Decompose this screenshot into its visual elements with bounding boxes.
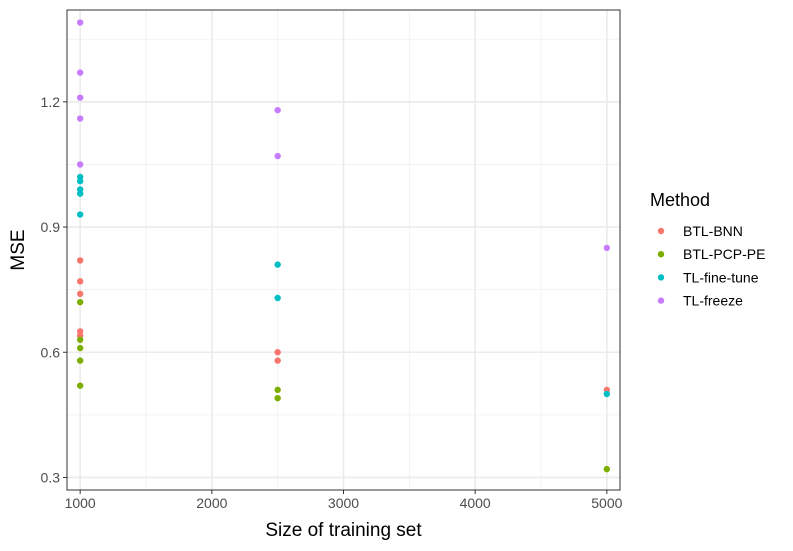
x-axis-title: Size of training set: [265, 520, 422, 541]
data-point: [76, 298, 84, 306]
legend-key: [657, 274, 665, 281]
data-point: [76, 357, 84, 364]
x-tick-label: 1000: [65, 495, 96, 511]
data-point: [76, 257, 84, 264]
data-point: [76, 161, 84, 168]
data-point: [76, 336, 84, 343]
data-point: [76, 69, 84, 76]
data-point: [274, 394, 281, 402]
x-axis: 1000 2000 3000 4000 5000: [65, 490, 623, 511]
legend-key: [657, 227, 665, 235]
legend-label: BTL-PCP-PE: [683, 246, 765, 262]
y-axis: 0.3 0.6 0.9 1.2: [41, 94, 67, 485]
x-tick-label: 2000: [196, 495, 227, 511]
data-point: [76, 382, 84, 389]
legend-key: [657, 297, 665, 304]
data-point: [603, 244, 611, 252]
data-point: [274, 152, 281, 160]
legend: Method BTL-BNN BTL-PCP-PE TL-fine-tune TL-f…: [650, 190, 765, 309]
data-point: [274, 386, 281, 394]
data-point: [274, 261, 281, 268]
x-tick-label: 4000: [460, 495, 491, 511]
data-point: [603, 465, 611, 473]
data-point: [76, 94, 84, 101]
data-point: [274, 357, 281, 364]
x-tick-label: 5000: [591, 495, 622, 511]
data-point: [76, 115, 84, 122]
data-point: [76, 19, 84, 26]
data-point: [76, 290, 84, 298]
legend-items: BTL-BNN BTL-PCP-PE TL-fine-tune TL-freeze: [657, 223, 765, 309]
data-point: [76, 278, 84, 285]
data-point: [76, 177, 84, 185]
legend-title: Method: [650, 190, 710, 210]
data-point: [274, 349, 281, 356]
y-axis-title: MSE: [8, 229, 29, 270]
legend-label: TL-fine-tune: [683, 269, 759, 285]
data-point: [274, 106, 281, 114]
data-point: [76, 344, 84, 352]
legend-key: [657, 251, 665, 258]
data-points: [76, 19, 611, 473]
y-tick-label: 0.3: [41, 469, 61, 485]
y-tick-label: 0.6: [41, 344, 61, 360]
x-tick-label: 3000: [328, 495, 359, 511]
data-point: [76, 190, 84, 197]
y-tick-label: 0.9: [41, 219, 61, 235]
y-tick-label: 1.2: [41, 94, 61, 110]
data-point: [274, 294, 281, 302]
data-point: [76, 211, 84, 218]
legend-label: TL-freeze: [683, 293, 743, 309]
data-point: [603, 390, 611, 398]
legend-label: BTL-BNN: [683, 223, 743, 239]
